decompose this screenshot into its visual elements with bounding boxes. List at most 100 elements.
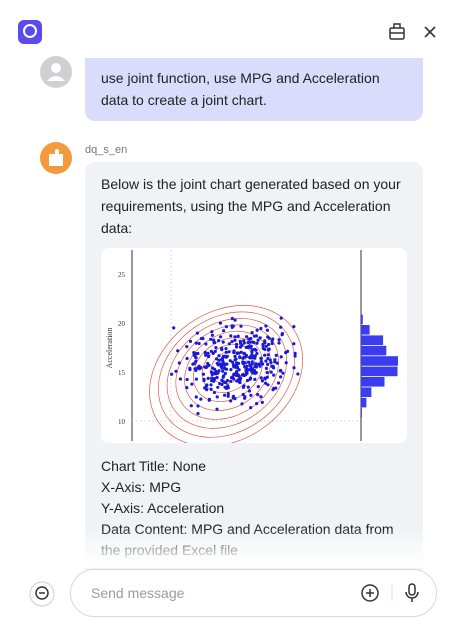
scatter-point — [204, 342, 208, 346]
scatter-point — [199, 336, 204, 341]
message-input[interactable] — [70, 569, 437, 617]
scatter-point — [194, 356, 198, 360]
scatter-point — [170, 372, 174, 376]
scatter-point — [225, 379, 230, 383]
scatter-point — [176, 349, 180, 353]
scatter-point — [196, 351, 200, 356]
scatter-point — [253, 348, 257, 352]
user-message: use joint function, use MPG and Accelera… — [85, 58, 423, 121]
scatter-point — [264, 344, 268, 348]
scatter-point — [226, 392, 230, 396]
scatter-point — [192, 353, 196, 357]
close-button[interactable] — [424, 26, 436, 38]
scatter-point — [292, 325, 296, 329]
attach-button[interactable] — [361, 584, 379, 602]
scatter-point — [260, 379, 264, 383]
scatter-point — [217, 339, 221, 343]
scatter-point — [253, 371, 257, 375]
voice-button[interactable] — [405, 583, 419, 602]
scatter-point — [229, 334, 233, 338]
scatter-point — [246, 360, 251, 364]
scatter-point — [292, 342, 296, 346]
scatter-point — [192, 351, 196, 355]
scatter-point — [213, 349, 217, 353]
scatter-point — [248, 377, 252, 381]
scatter-point — [234, 373, 238, 377]
contour — [184, 330, 271, 411]
scatter-point — [201, 372, 206, 376]
scatter-point — [263, 376, 267, 380]
scatter-point — [185, 386, 189, 390]
scatter-point — [209, 337, 213, 341]
scatter-point — [211, 351, 215, 355]
scatter-point — [174, 369, 178, 373]
scatter-point — [207, 398, 211, 402]
scatter-point — [225, 362, 229, 366]
scatter-point — [271, 388, 275, 392]
scatter-point — [194, 341, 198, 345]
scatter-point — [239, 376, 243, 380]
scatter-point — [247, 337, 251, 341]
scatter-point — [235, 379, 239, 383]
scatter-point — [212, 340, 216, 345]
scatter-point — [217, 354, 221, 358]
scatter-point — [209, 383, 213, 387]
scatter-point — [270, 364, 274, 368]
scatter-point — [206, 351, 210, 355]
scatter-point — [245, 378, 250, 383]
scatter-point — [194, 368, 198, 372]
scatter-point — [248, 368, 252, 372]
scatter-point — [277, 341, 281, 345]
scatter-point — [215, 361, 219, 365]
scatter-point — [228, 359, 232, 363]
scatter-point — [212, 390, 216, 395]
scatter-point — [238, 341, 243, 345]
scatter-point — [233, 338, 237, 342]
scatter-point — [195, 331, 199, 335]
scatter-point — [221, 369, 225, 373]
scatter-point — [212, 378, 216, 382]
scatter-point — [226, 394, 230, 398]
scatter-point — [238, 345, 242, 349]
scatter-point — [269, 370, 273, 374]
scatter-point — [259, 356, 263, 360]
settings-button[interactable] — [389, 23, 405, 40]
scatter-point — [212, 338, 216, 342]
new-chat-button[interactable] — [28, 580, 56, 608]
scatter-point — [232, 349, 236, 353]
scatter-point — [214, 346, 218, 350]
scatter-point — [241, 373, 245, 377]
scatter-point — [255, 341, 259, 345]
scatter-point — [234, 363, 239, 367]
scatter-point — [226, 384, 230, 388]
scatter-point — [259, 360, 263, 364]
scatter-point — [194, 359, 198, 363]
scatter-point — [256, 393, 260, 397]
scatter-point — [293, 351, 297, 355]
scatter-point — [221, 340, 225, 344]
scatter-point — [265, 328, 269, 332]
scatter-point — [218, 321, 223, 325]
y-axis-label: Acceleration — [105, 328, 114, 369]
scatter-point — [237, 368, 241, 372]
agent-intro: Below is the joint chart generated based… — [101, 176, 401, 236]
scatter-point — [192, 362, 196, 366]
scatter-point — [249, 406, 253, 410]
app-icon — [18, 20, 42, 44]
detail-line: Chart Title: None — [101, 458, 207, 474]
scatter-point — [279, 375, 283, 379]
scatter-point — [233, 358, 237, 362]
scatter-point — [202, 378, 206, 383]
scatter-point — [255, 351, 259, 356]
input-actions — [361, 583, 419, 602]
scatter-point — [261, 362, 265, 366]
scatter-point — [233, 354, 237, 358]
scatter-point — [199, 397, 203, 401]
scatter-point — [178, 377, 182, 381]
scatter-point — [258, 336, 262, 340]
scatter-point — [241, 385, 245, 389]
scatter-point — [247, 389, 251, 393]
scatter-point — [284, 361, 288, 365]
scatter-point — [215, 375, 219, 380]
scatter-point — [209, 370, 213, 374]
